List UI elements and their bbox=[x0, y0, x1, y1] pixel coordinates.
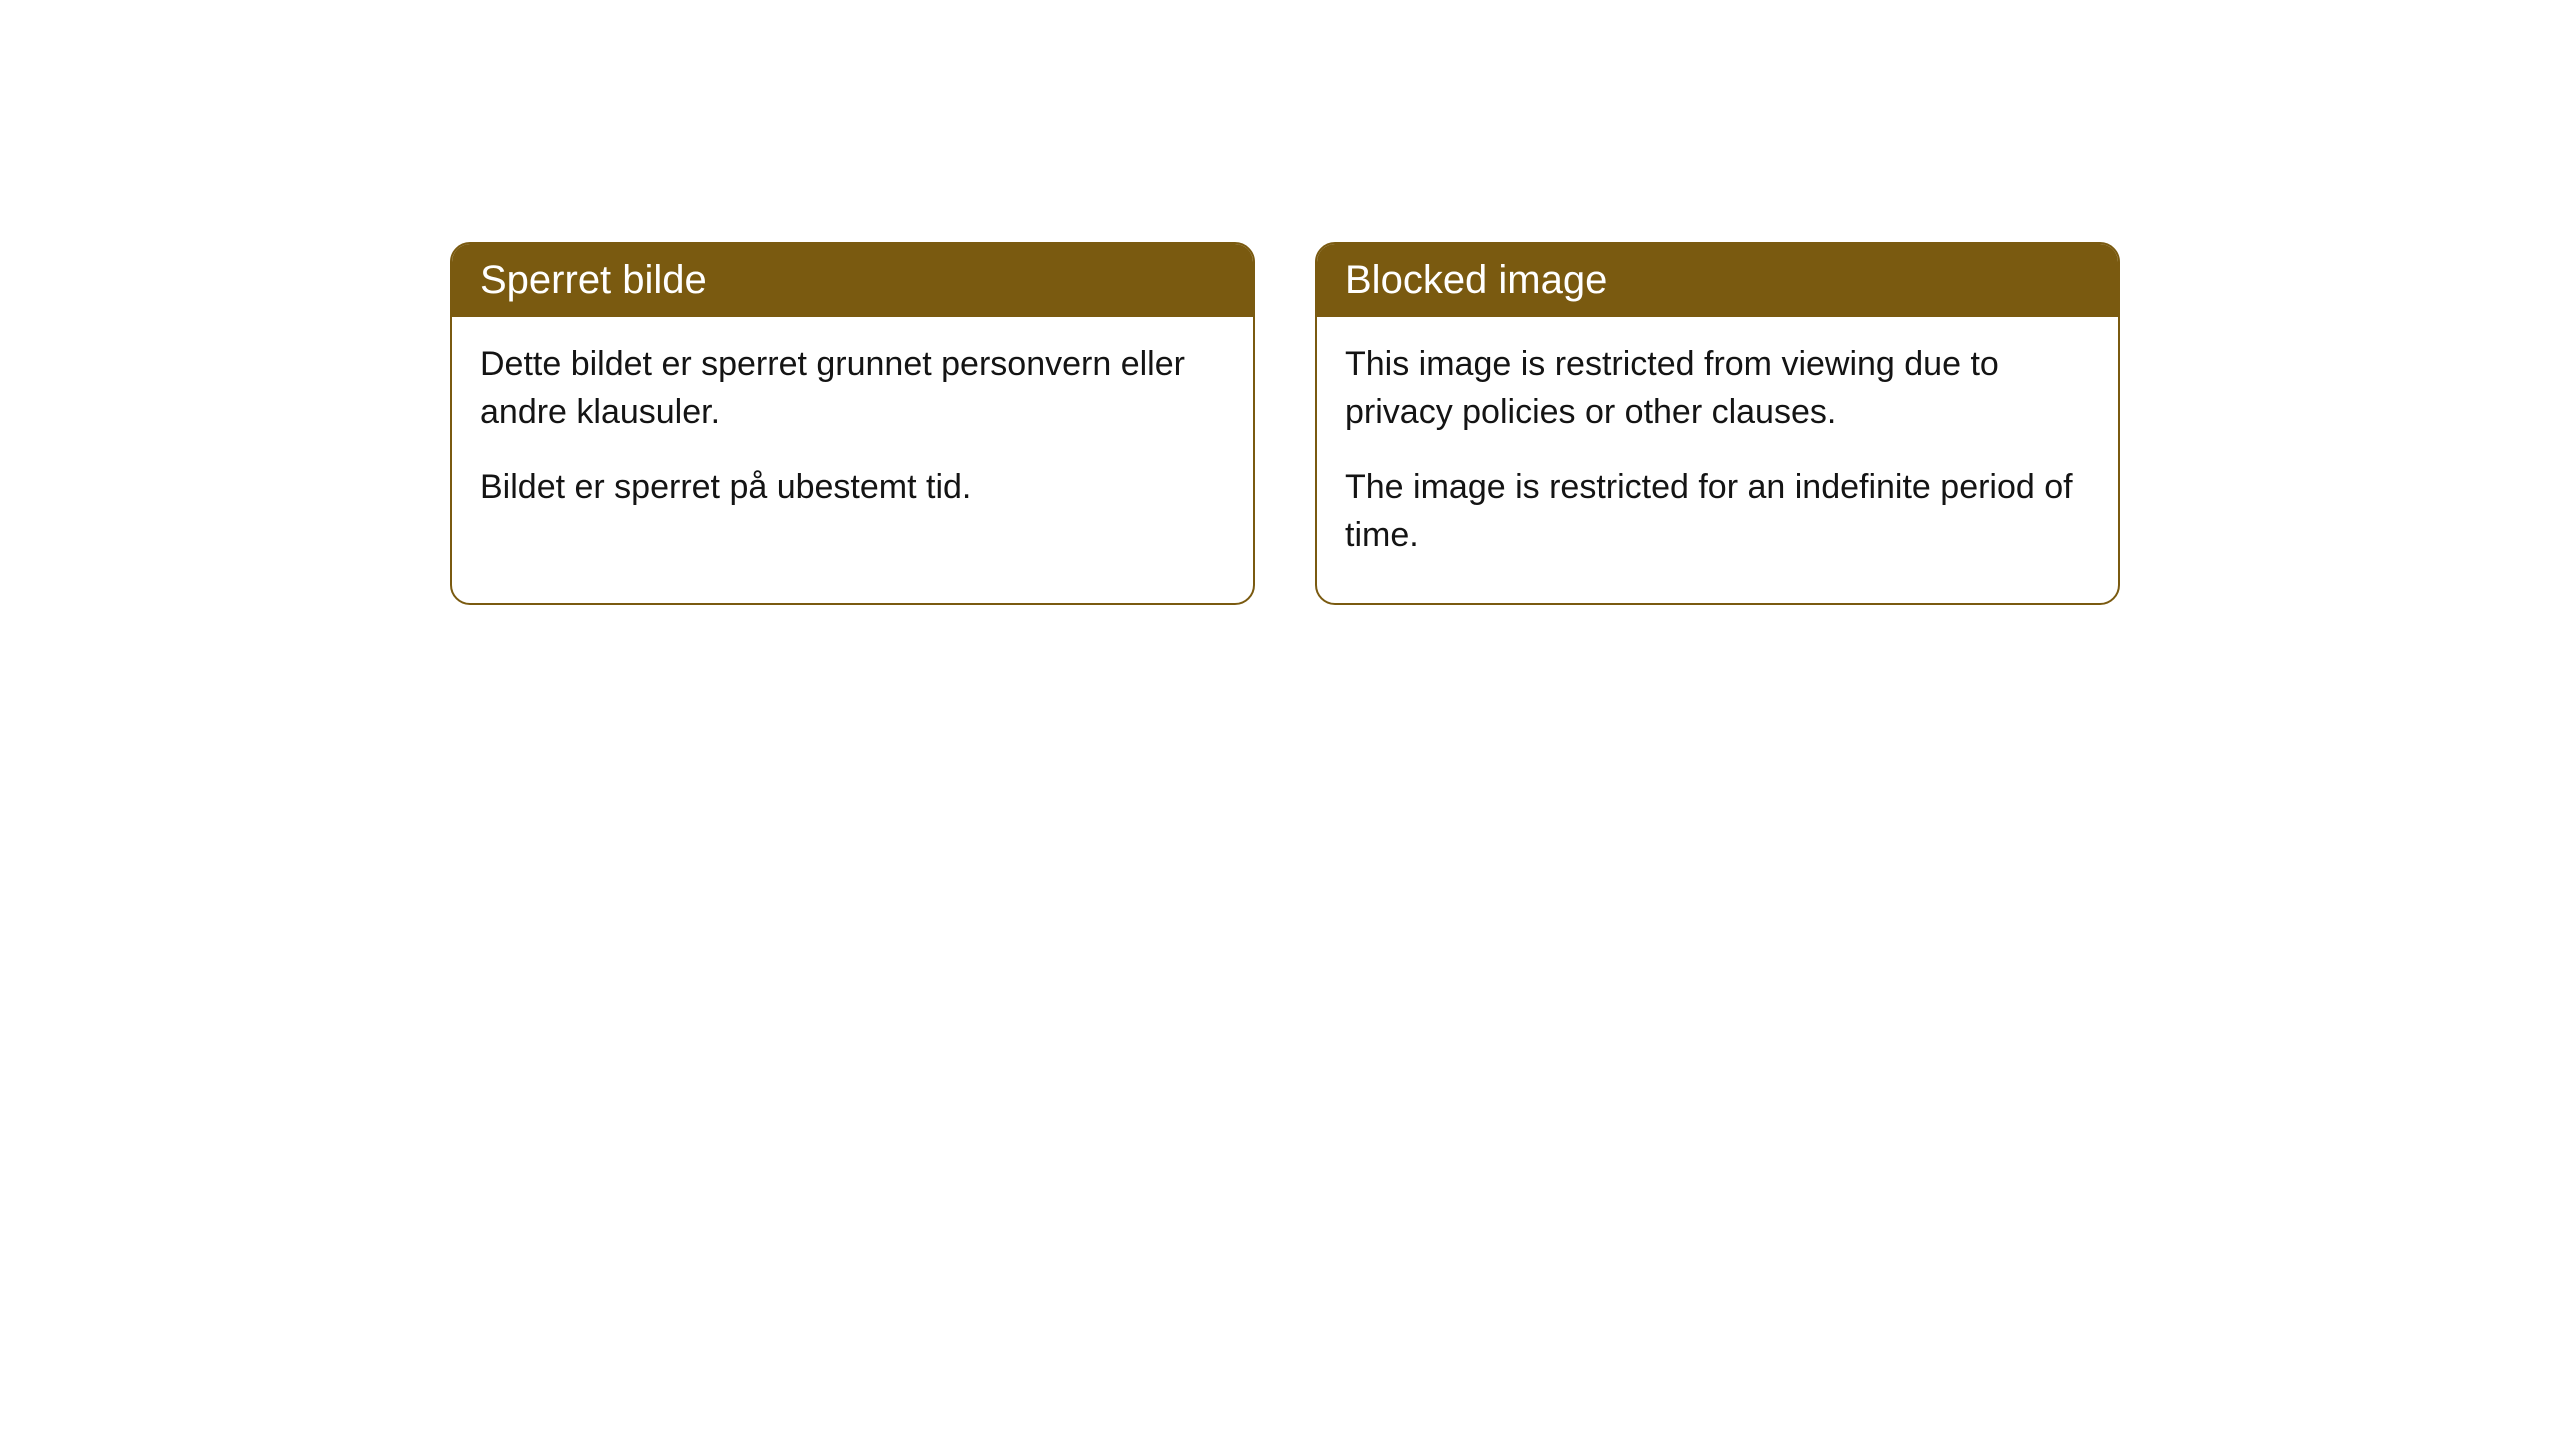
cards-container: Sperret bilde Dette bildet er sperret gr… bbox=[450, 242, 2120, 605]
card-english: Blocked image This image is restricted f… bbox=[1315, 242, 2120, 605]
card-body-norwegian: Dette bildet er sperret grunnet personve… bbox=[452, 317, 1253, 556]
card-body-english: This image is restricted from viewing du… bbox=[1317, 317, 2118, 603]
card-paragraph-1: This image is restricted from viewing du… bbox=[1345, 341, 2090, 436]
card-paragraph-2: The image is restricted for an indefinit… bbox=[1345, 464, 2090, 559]
card-header-english: Blocked image bbox=[1317, 244, 2118, 317]
card-paragraph-1: Dette bildet er sperret grunnet personve… bbox=[480, 341, 1225, 436]
card-paragraph-2: Bildet er sperret på ubestemt tid. bbox=[480, 464, 1225, 512]
card-header-norwegian: Sperret bilde bbox=[452, 244, 1253, 317]
card-norwegian: Sperret bilde Dette bildet er sperret gr… bbox=[450, 242, 1255, 605]
